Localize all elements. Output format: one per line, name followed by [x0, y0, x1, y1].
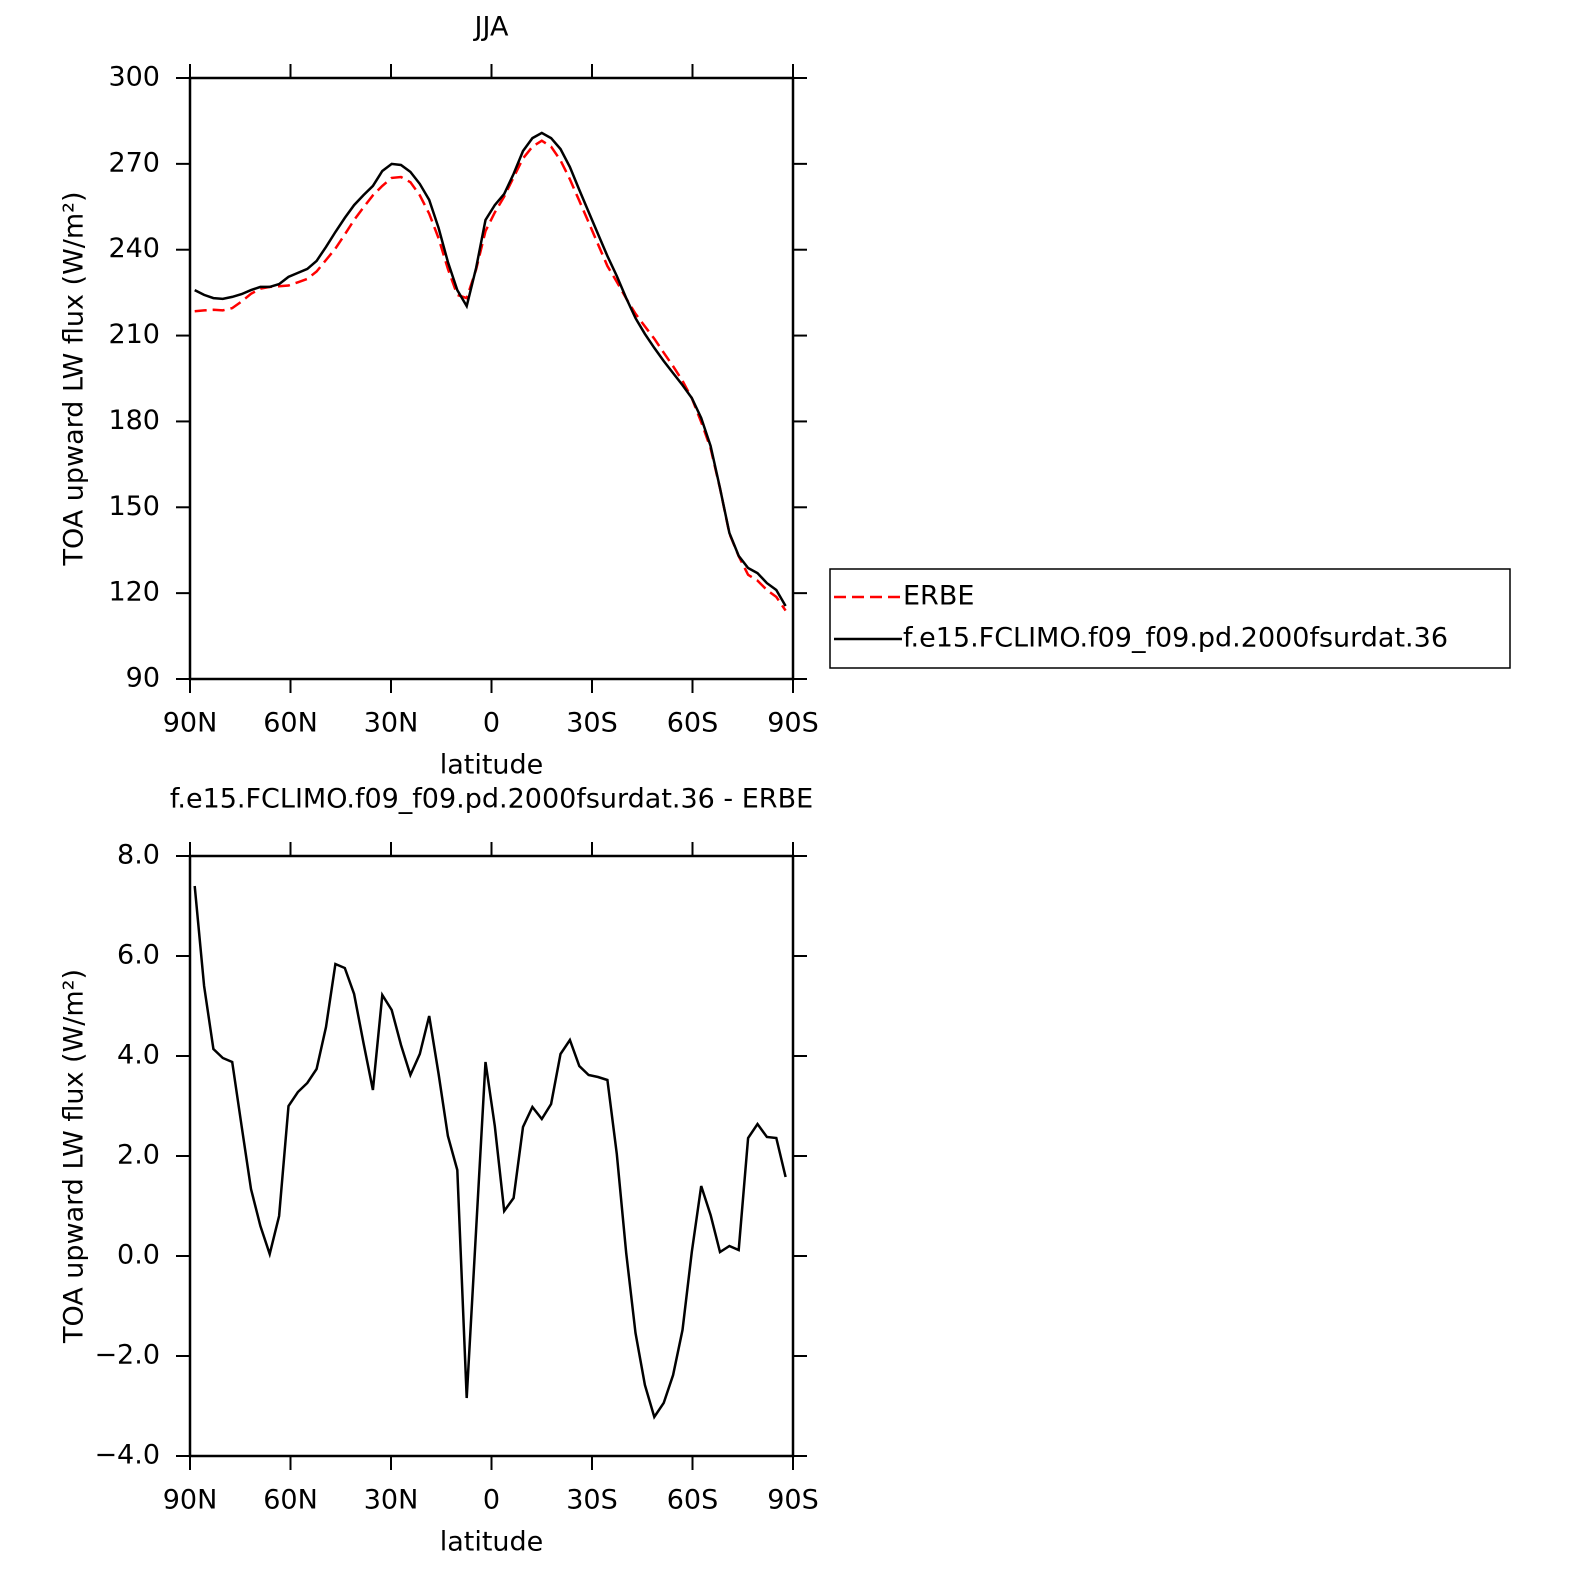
x-tick-label: 90N: [163, 1485, 218, 1516]
x-tick-label: 60S: [667, 1485, 719, 1516]
y-tick-label: 6.0: [117, 940, 160, 971]
x-tick-label: 60S: [667, 708, 719, 739]
chart-title: JJA: [473, 12, 509, 43]
y-tick-label: 0.0: [117, 1240, 160, 1271]
x-axis-label: latitude: [440, 750, 544, 781]
x-tick-label: 90S: [767, 708, 819, 739]
data-line: [194, 131, 787, 607]
x-tick-label: 0: [483, 1485, 500, 1516]
x-tick-label: 30N: [364, 708, 419, 739]
plot-frame: [188, 854, 795, 1458]
y-tick-label: 270: [108, 147, 160, 178]
x-tick-label: 30N: [364, 1485, 419, 1516]
y-tick-label: 210: [108, 319, 160, 350]
y-tick-label: 150: [108, 491, 160, 522]
legend-label: f.e15.FCLIMO.f09_f09.pd.2000fsurdat.36: [903, 623, 1448, 654]
x-tick-label: 90S: [767, 1485, 819, 1516]
y-tick-label: 8.0: [117, 840, 160, 871]
y-axis-label: TOA upward LW flux (W/m²): [59, 969, 90, 1344]
legend-box: [829, 568, 1511, 669]
plot-frame: [188, 76, 795, 681]
x-tick-label: 30S: [566, 708, 618, 739]
y-tick-label: 180: [108, 405, 160, 436]
x-tick-label: 60N: [263, 1485, 318, 1516]
x-tick-label: 30S: [566, 1485, 618, 1516]
x-tick-label: 60N: [263, 708, 318, 739]
legend-label: ERBE: [903, 581, 974, 612]
y-axis-label: TOA upward LW flux (W/m²): [59, 191, 90, 566]
y-tick-label: −2.0: [94, 1340, 160, 1371]
y-tick-label: 2.0: [117, 1140, 160, 1171]
x-tick-label: 0: [483, 708, 500, 739]
y-tick-label: 4.0: [117, 1040, 160, 1071]
y-tick-label: 240: [108, 233, 160, 264]
x-tick-label: 90N: [163, 708, 218, 739]
y-tick-label: 120: [108, 577, 160, 608]
y-tick-label: −4.0: [94, 1440, 160, 1471]
chart-title: f.e15.FCLIMO.f09_f09.pd.2000fsurdat.36 -…: [170, 784, 813, 815]
data-line: [193, 885, 787, 1420]
y-tick-label: 90: [126, 663, 160, 694]
x-axis-label: latitude: [440, 1527, 544, 1558]
y-tick-label: 300: [108, 62, 160, 93]
